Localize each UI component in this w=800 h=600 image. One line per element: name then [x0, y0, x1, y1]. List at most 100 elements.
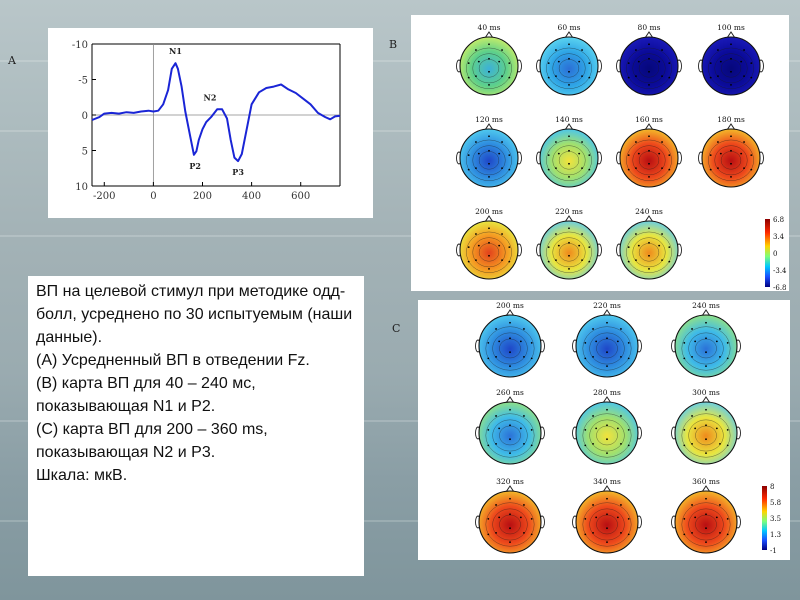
electrode-dot — [730, 83, 732, 86]
electrode-dot — [488, 83, 490, 86]
caption-units: Шкала: мкВ. — [36, 467, 128, 484]
electrode-dot — [475, 49, 477, 51]
topomap — [456, 215, 522, 280]
topomap — [616, 123, 682, 188]
electrode-dot — [467, 168, 470, 171]
electrode-dot — [568, 149, 570, 152]
electrode-dot — [530, 444, 533, 447]
head-nose — [484, 31, 494, 39]
contour-line — [552, 145, 586, 176]
contour-line — [492, 508, 528, 541]
electrode-dot — [467, 154, 470, 157]
electrode-dot — [568, 70, 570, 73]
electrode-dot — [730, 43, 732, 46]
electrode-dot — [588, 260, 591, 263]
contour-line — [708, 47, 754, 89]
head-nose — [484, 215, 494, 223]
electrode-dot — [555, 75, 557, 78]
y-tick-label: 0 — [82, 111, 88, 122]
electrode-dot — [683, 518, 686, 520]
head-scalp — [619, 36, 679, 96]
head-scalp — [539, 36, 599, 96]
electrode-dot — [487, 444, 490, 447]
electrode-dot — [627, 444, 630, 447]
colorbar-tick-label: 0 — [773, 250, 777, 258]
contour-line — [485, 326, 535, 371]
topomap — [616, 215, 682, 280]
colorbar-tick-label: -3.4 — [773, 267, 787, 275]
electrode-dot — [743, 49, 745, 51]
electrode-dot — [648, 135, 650, 138]
electrode-dot — [588, 154, 591, 157]
electrode-dot — [683, 533, 686, 536]
electrode-dot — [637, 152, 640, 155]
electrode-dot — [592, 531, 594, 534]
electrode-dot — [488, 227, 490, 230]
electrode-dot — [495, 415, 497, 417]
figure-caption: ВП на целевой стимул при методике одд-бо… — [28, 276, 364, 576]
electrode-dot — [547, 76, 550, 79]
topomap-time-label: 240 ms — [692, 301, 720, 310]
electrode-dot — [523, 328, 525, 330]
head-scalp — [478, 490, 542, 554]
electrode-dot — [627, 168, 630, 171]
contour-line — [626, 231, 672, 273]
topomap-time-label: 180 ms — [717, 115, 745, 124]
electrode-dot — [620, 442, 622, 445]
contour-line — [632, 237, 666, 268]
electrode-dot — [750, 76, 753, 79]
electrode-dot — [715, 516, 718, 519]
head-nose — [564, 31, 574, 39]
head-scalp — [459, 128, 519, 188]
caption-panel-c: (С) карта ВП для 200 – 360 ms, показываю… — [36, 421, 268, 461]
electrode-dot — [691, 415, 693, 417]
head-nose — [505, 485, 515, 493]
contour-line — [472, 145, 506, 176]
electrode-dot — [487, 533, 490, 536]
topomap-time-label: 200 ms — [496, 301, 524, 310]
head-nose — [602, 485, 612, 493]
electrode-dot — [661, 233, 663, 235]
head-nose — [726, 123, 736, 131]
electrode-dot — [523, 355, 525, 358]
electrode-dot — [523, 442, 525, 445]
electrode-dot — [606, 497, 608, 500]
head-scalp — [539, 128, 599, 188]
x-tick-label: 400 — [242, 191, 261, 202]
electrode-dot — [488, 162, 490, 165]
electrode-dot — [488, 43, 490, 46]
head-scalp — [619, 128, 679, 188]
electrode-dot — [501, 75, 503, 78]
electrode-dot — [648, 43, 650, 46]
topomap-time-label: 60 ms — [558, 23, 581, 32]
electrode-dot — [705, 497, 707, 500]
electrode-dot — [509, 351, 511, 354]
head-scalp — [674, 314, 738, 378]
electrode-dot — [488, 241, 490, 244]
head-scalp — [701, 128, 761, 188]
electrode-dot — [635, 167, 637, 170]
electrode-dot — [467, 62, 470, 64]
electrode-dot — [495, 531, 497, 534]
electrode-dot — [555, 49, 557, 51]
electrode-dot — [530, 342, 533, 344]
electrode-dot — [488, 254, 490, 257]
electrode-dot — [555, 167, 557, 170]
electrode-dot — [498, 60, 501, 63]
electrode-dot — [501, 167, 503, 170]
electrode-dot — [658, 244, 661, 247]
contour-line — [472, 237, 506, 268]
electrode-dot — [715, 340, 718, 343]
electrode-dot — [683, 357, 686, 360]
x-tick-label: 600 — [291, 191, 310, 202]
electrode-dot — [620, 415, 622, 417]
topomap — [536, 31, 602, 96]
electrode-dot — [616, 516, 619, 519]
electrode-dot — [467, 246, 470, 249]
electrode-dot — [705, 408, 707, 411]
electrode-dot — [488, 267, 490, 270]
electrode-dot — [616, 427, 619, 430]
contour-line — [626, 47, 672, 89]
electrode-dot — [467, 76, 470, 79]
contour-line — [472, 53, 506, 84]
